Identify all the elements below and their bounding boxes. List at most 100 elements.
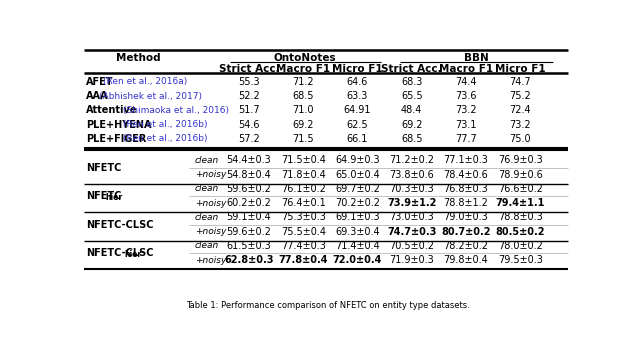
Text: 76.4±0.1: 76.4±0.1 (281, 198, 326, 208)
Text: 73.0±0.3: 73.0±0.3 (389, 213, 434, 222)
Text: NFETC: NFETC (86, 191, 122, 201)
Text: clean: clean (195, 242, 219, 251)
Text: 73.9±1.2: 73.9±1.2 (387, 198, 436, 208)
Text: 54.6: 54.6 (238, 120, 260, 130)
Text: Table 1: Performance comparison of NFETC on entity type datasets.: Table 1: Performance comparison of NFETC… (186, 301, 470, 310)
Text: NFETC-CLSC: NFETC-CLSC (86, 248, 154, 258)
Text: 51.7: 51.7 (238, 105, 260, 116)
Text: 70.3±0.3: 70.3±0.3 (389, 184, 434, 194)
Text: 59.1±0.4: 59.1±0.4 (227, 213, 271, 222)
Text: 65.0±0.4: 65.0±0.4 (335, 170, 380, 180)
Text: +noisy: +noisy (195, 199, 226, 208)
Text: 64.6: 64.6 (347, 77, 368, 87)
Text: 71.8±0.4: 71.8±0.4 (281, 170, 326, 180)
Text: 73.2: 73.2 (455, 105, 477, 116)
Text: 62.8±0.3: 62.8±0.3 (224, 255, 274, 265)
Text: 79.4±1.1: 79.4±1.1 (495, 198, 545, 208)
Text: 71.2±0.2: 71.2±0.2 (389, 155, 434, 165)
Text: 79.8±0.4: 79.8±0.4 (444, 255, 488, 265)
Text: 74.4: 74.4 (455, 77, 477, 87)
Text: (Ren et al., 2016b): (Ren et al., 2016b) (123, 134, 207, 143)
Text: 71.2: 71.2 (292, 77, 314, 87)
Text: 79.5±0.3: 79.5±0.3 (498, 255, 543, 265)
Text: 62.5: 62.5 (347, 120, 368, 130)
Text: 68.5: 68.5 (292, 91, 314, 101)
Text: 54.4±0.3: 54.4±0.3 (227, 155, 271, 165)
Text: 71.0: 71.0 (292, 105, 314, 116)
Text: PLE+FIGER: PLE+FIGER (86, 134, 147, 144)
Text: 71.5±0.4: 71.5±0.4 (281, 155, 326, 165)
Text: 73.2: 73.2 (509, 120, 531, 130)
Text: 79.0±0.3: 79.0±0.3 (444, 213, 488, 222)
Text: 48.4: 48.4 (401, 105, 422, 116)
Text: 78.8±1.2: 78.8±1.2 (444, 198, 488, 208)
Text: 71.4±0.4: 71.4±0.4 (335, 241, 380, 251)
Text: Macro F1: Macro F1 (439, 64, 493, 74)
Text: 63.3: 63.3 (347, 91, 368, 101)
Text: NFETC: NFETC (86, 163, 122, 173)
Text: 69.3±0.4: 69.3±0.4 (335, 227, 380, 237)
Text: AAA: AAA (86, 91, 109, 101)
Text: 78.2±0.2: 78.2±0.2 (444, 241, 488, 251)
Text: (Ren et al., 2016a): (Ren et al., 2016a) (104, 77, 188, 87)
Text: 73.1: 73.1 (455, 120, 477, 130)
Text: (Shimaoka et al., 2016): (Shimaoka et al., 2016) (123, 106, 229, 115)
Text: 77.1±0.3: 77.1±0.3 (444, 155, 488, 165)
Text: 69.2: 69.2 (292, 120, 314, 130)
Text: 78.0±0.2: 78.0±0.2 (498, 241, 543, 251)
Text: 72.4: 72.4 (509, 105, 531, 116)
Text: AFET: AFET (86, 77, 114, 87)
Text: Micro F1: Micro F1 (332, 64, 383, 74)
Text: 78.9±0.6: 78.9±0.6 (498, 170, 543, 180)
Text: Macro F1: Macro F1 (276, 64, 330, 74)
Text: 70.2±0.2: 70.2±0.2 (335, 198, 380, 208)
Text: hier: hier (106, 193, 122, 202)
Text: clean: clean (195, 213, 219, 222)
Text: 76.8±0.3: 76.8±0.3 (444, 184, 488, 194)
Text: clean: clean (195, 185, 219, 193)
Text: BBN: BBN (463, 53, 488, 63)
Text: clean: clean (195, 156, 219, 165)
Text: (Ren et al., 2016b): (Ren et al., 2016b) (123, 120, 207, 129)
Text: 57.2: 57.2 (238, 134, 260, 144)
Text: 69.1±0.3: 69.1±0.3 (335, 213, 380, 222)
Text: 78.4±0.6: 78.4±0.6 (444, 170, 488, 180)
Text: 76.6±0.2: 76.6±0.2 (498, 184, 543, 194)
Text: hier: hier (125, 251, 141, 259)
Text: 77.4±0.3: 77.4±0.3 (281, 241, 326, 251)
Text: 76.1±0.2: 76.1±0.2 (281, 184, 326, 194)
Text: 52.2: 52.2 (238, 91, 260, 101)
Text: 73.8±0.6: 73.8±0.6 (389, 170, 434, 180)
Text: Strict Acc.: Strict Acc. (381, 64, 442, 74)
Text: 65.5: 65.5 (401, 91, 422, 101)
Text: 59.6±0.2: 59.6±0.2 (227, 227, 271, 237)
Text: 72.0±0.4: 72.0±0.4 (333, 255, 382, 265)
Text: 74.7±0.3: 74.7±0.3 (387, 227, 436, 237)
Text: 69.7±0.2: 69.7±0.2 (335, 184, 380, 194)
Text: 75.5±0.4: 75.5±0.4 (281, 227, 326, 237)
Text: 78.8±0.3: 78.8±0.3 (498, 213, 543, 222)
Text: 68.5: 68.5 (401, 134, 422, 144)
Text: 60.2±0.2: 60.2±0.2 (227, 198, 271, 208)
Text: 64.9±0.3: 64.9±0.3 (335, 155, 380, 165)
Text: OntoNotes: OntoNotes (273, 53, 336, 63)
Text: 55.3: 55.3 (238, 77, 260, 87)
Text: PLE+HYENA: PLE+HYENA (86, 120, 152, 130)
Text: 75.3±0.3: 75.3±0.3 (281, 213, 326, 222)
Text: Attentive: Attentive (86, 105, 138, 116)
Text: 64.91: 64.91 (344, 105, 371, 116)
Text: NFETC-CLSC: NFETC-CLSC (86, 220, 154, 230)
Text: 61.5±0.3: 61.5±0.3 (227, 241, 271, 251)
Text: +noisy: +noisy (195, 227, 226, 236)
Text: (Abhishek et al., 2017): (Abhishek et al., 2017) (99, 92, 202, 101)
Text: 66.1: 66.1 (347, 134, 368, 144)
Text: 77.8±0.4: 77.8±0.4 (278, 255, 328, 265)
Text: 75.2: 75.2 (509, 91, 531, 101)
Text: 74.7: 74.7 (509, 77, 531, 87)
Text: 59.6±0.2: 59.6±0.2 (227, 184, 271, 194)
Text: Micro F1: Micro F1 (495, 64, 545, 74)
Text: 80.7±0.2: 80.7±0.2 (441, 227, 491, 237)
Text: 73.6: 73.6 (455, 91, 477, 101)
Text: 77.7: 77.7 (455, 134, 477, 144)
Text: 71.9±0.3: 71.9±0.3 (389, 255, 434, 265)
